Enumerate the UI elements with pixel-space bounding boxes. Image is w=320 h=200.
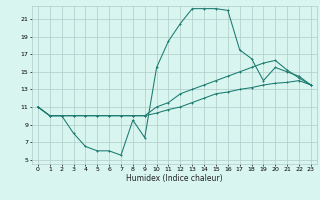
X-axis label: Humidex (Indice chaleur): Humidex (Indice chaleur) <box>126 174 223 183</box>
